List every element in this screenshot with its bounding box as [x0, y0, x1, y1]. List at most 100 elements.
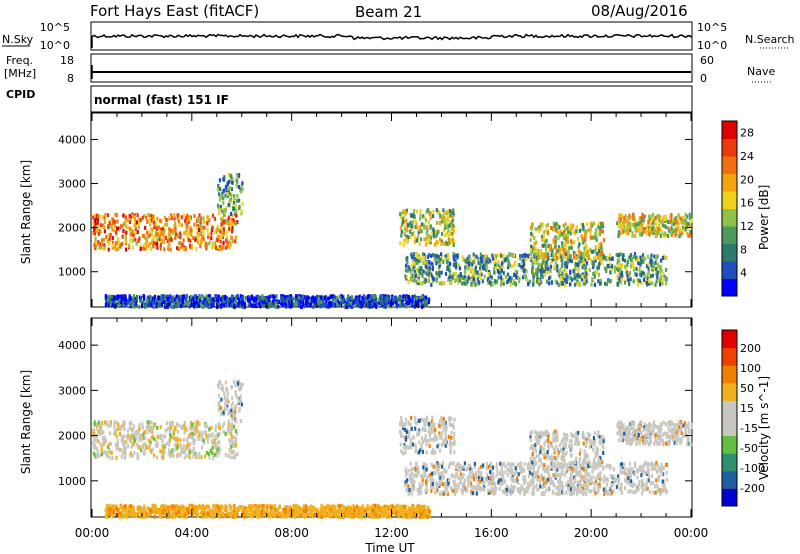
heatmap-cell	[470, 278, 473, 283]
heatmap-cell	[201, 304, 204, 309]
heatmap-cell	[578, 260, 581, 264]
heatmap-cell	[449, 447, 452, 451]
heatmap-cell	[581, 274, 584, 279]
heatmap-cell	[144, 243, 147, 248]
heatmap-cell	[197, 303, 200, 308]
heatmap-cell	[413, 214, 416, 219]
heatmap-cell	[224, 245, 227, 250]
heatmap-cell	[482, 481, 485, 486]
heatmap-cell	[218, 400, 221, 405]
heatmap-cell	[350, 295, 353, 300]
heatmap-cell	[302, 298, 305, 303]
heatmap-cell	[142, 246, 145, 251]
heatmap-cell	[283, 301, 286, 306]
heatmap-cell	[128, 220, 132, 225]
heatmap-cell	[171, 238, 174, 242]
heatmap-cell	[513, 279, 516, 283]
heatmap-cell	[412, 484, 415, 489]
heatmap-cell	[421, 439, 425, 444]
heatmap-cell	[446, 266, 449, 271]
heatmap-cell	[483, 266, 486, 271]
heatmap-cell	[93, 231, 96, 236]
heatmap-cell	[440, 418, 443, 423]
heatmap-cell	[247, 298, 250, 303]
heatmap-cell	[429, 212, 432, 217]
heatmap-cell	[464, 258, 467, 263]
heatmap-cell	[661, 255, 665, 260]
heatmap-cell	[210, 425, 213, 430]
heatmap-cell	[143, 297, 146, 302]
heatmap-cell	[215, 444, 218, 449]
heatmap-cell	[453, 272, 456, 277]
heatmap-cell	[477, 261, 480, 266]
heatmap-cell	[569, 270, 572, 275]
heatmap-cell	[412, 255, 415, 260]
heatmap-cell	[226, 401, 229, 406]
heatmap-cell	[559, 275, 562, 280]
heatmap-cell	[319, 304, 322, 309]
heatmap-cell	[179, 297, 182, 302]
heatmap-cell	[166, 222, 169, 227]
heatmap-cell	[188, 450, 191, 455]
heatmap-cell	[453, 263, 456, 268]
heatmap-cell	[92, 441, 95, 446]
heatmap-cell	[579, 481, 582, 486]
heatmap-cell	[560, 254, 563, 259]
heatmap-cell	[506, 257, 509, 262]
heatmap-cell	[239, 419, 242, 423]
heatmap-cell	[569, 223, 572, 228]
heatmap-cell	[530, 231, 533, 236]
heatmap-cell	[438, 479, 441, 484]
heatmap-cell	[217, 445, 220, 450]
heatmap-cell	[573, 467, 576, 472]
heatmap-cell	[231, 302, 234, 307]
heatmap-cell	[620, 487, 623, 492]
heatmap-cell	[557, 282, 560, 287]
heatmap-cell	[583, 236, 586, 241]
heatmap-cell	[240, 184, 243, 189]
heatmap-cell	[316, 294, 319, 299]
heatmap-cell	[407, 265, 410, 270]
heatmap-cell	[159, 246, 162, 251]
heatmap-cell	[204, 429, 207, 434]
heatmap-cell	[240, 297, 243, 302]
heatmap-cell	[158, 234, 161, 239]
heatmap-cell	[409, 438, 412, 443]
heatmap-cell	[124, 235, 127, 240]
heatmap-cell	[558, 233, 562, 238]
heatmap-cell	[436, 444, 439, 449]
heatmap-cell	[649, 216, 652, 221]
heatmap-cell	[531, 491, 534, 496]
heatmap-cell	[326, 304, 329, 309]
heatmap-cell	[215, 434, 218, 439]
heatmap-cell	[184, 301, 187, 306]
heatmap-cell	[228, 409, 231, 413]
heatmap-cell	[446, 264, 449, 269]
heatmap-cell	[642, 259, 645, 264]
heatmap-cell	[450, 416, 453, 421]
heatmap-cell	[549, 264, 553, 269]
heatmap-cell	[494, 262, 497, 267]
heatmap-cell	[161, 445, 165, 450]
heatmap-cell	[402, 242, 405, 247]
heatmap-cell	[412, 300, 415, 305]
heatmap-cell	[186, 224, 189, 228]
heatmap-cell	[623, 280, 627, 285]
heatmap-cell	[593, 256, 596, 261]
heatmap-cell	[639, 464, 642, 469]
heatmap-cell	[680, 216, 683, 221]
heatmap-cell	[105, 451, 108, 456]
heatmap-cell	[148, 424, 151, 429]
heatmap-cell	[400, 233, 403, 238]
heatmap-cell	[210, 440, 213, 445]
heatmap-cell	[167, 451, 170, 456]
heatmap-cell	[166, 239, 169, 244]
heatmap-cell	[631, 233, 634, 238]
heatmap-cell	[611, 256, 614, 261]
heatmap-cell	[543, 256, 546, 261]
heatmap-cell	[652, 225, 655, 230]
heatmap-cell	[222, 219, 225, 224]
heatmap-cell	[623, 216, 626, 221]
heatmap-cell	[240, 382, 243, 387]
heatmap-cell	[94, 445, 97, 450]
